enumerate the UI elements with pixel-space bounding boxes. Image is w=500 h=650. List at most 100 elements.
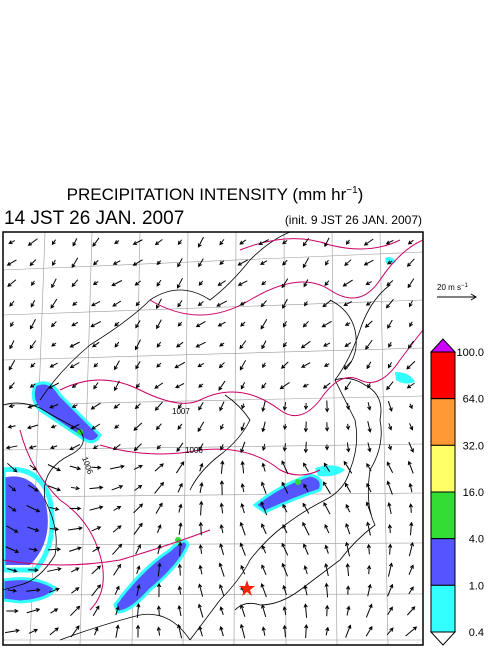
wind-arrow <box>71 383 78 389</box>
wind-arrow <box>218 562 225 577</box>
wind-arrow <box>135 301 141 307</box>
wind-arrow <box>49 445 58 450</box>
wind-arrow <box>364 320 373 328</box>
wind-arrow <box>69 465 82 471</box>
wind-arrow <box>240 321 246 327</box>
wind-arrow <box>199 481 204 494</box>
colorbar-box <box>430 538 456 586</box>
wind-arrow <box>367 421 372 433</box>
wind-arrow <box>199 500 204 516</box>
wind-arrow <box>240 564 246 575</box>
wind-arrow <box>240 441 246 454</box>
wind-arrow <box>51 342 57 347</box>
wind-arrow <box>198 564 203 575</box>
wind-arrow <box>322 382 331 389</box>
wind-arrow <box>303 565 308 575</box>
wind-arrow <box>177 604 182 617</box>
wind-arrow <box>405 626 418 637</box>
wind-arrow <box>136 603 141 618</box>
wind-arrow <box>344 381 352 391</box>
wind-arrow <box>367 383 372 389</box>
wind-arrow <box>133 522 143 535</box>
wind-arrow <box>134 339 141 351</box>
wind-arrow <box>114 341 120 348</box>
wind-arrow <box>282 503 288 513</box>
wind-arrow <box>47 464 61 472</box>
wind-arrow <box>323 462 331 472</box>
wind-arrow <box>113 505 122 511</box>
wind-arrow <box>261 421 266 433</box>
wind-arrow <box>176 277 183 289</box>
wind-arrow <box>89 505 104 511</box>
wind-arrow <box>303 483 309 492</box>
wind-arrow <box>302 257 310 269</box>
wind-arrow <box>387 444 392 451</box>
wind-arrow <box>323 363 330 367</box>
isobar-label: 1007 <box>172 407 190 416</box>
wind-arrow <box>239 542 246 556</box>
wind-arrow <box>303 441 308 454</box>
wind-arrow <box>69 444 81 451</box>
wind-arrow <box>7 568 18 573</box>
wind-arrow <box>28 567 39 573</box>
wind-arrow <box>112 300 122 307</box>
wind-arrow <box>177 300 183 308</box>
wind-arrow <box>385 298 394 309</box>
wind-arrow <box>135 543 141 555</box>
wind-arrow <box>261 281 267 286</box>
wind-arrow <box>197 362 205 368</box>
wind-arrow <box>218 362 225 369</box>
wind-arrow <box>387 502 392 515</box>
wind-arrow <box>281 278 289 289</box>
wind-arrow <box>6 259 17 266</box>
wind-arrow <box>154 481 165 494</box>
wind-arrow <box>367 442 372 453</box>
wind-arrow <box>72 238 78 247</box>
wind-arrow <box>241 403 246 410</box>
wind-arrow <box>9 340 15 350</box>
wind-arrow <box>325 626 330 636</box>
wind-arrow <box>115 605 120 616</box>
title-close: ) <box>358 185 364 204</box>
coastline <box>329 299 357 371</box>
wind-arrow <box>136 584 141 596</box>
wind-arrow <box>260 260 268 265</box>
isobar-label: 1006 <box>185 446 203 455</box>
wind-arrow <box>177 563 182 576</box>
wind-arrow <box>365 501 372 515</box>
wind-arrow <box>283 321 287 328</box>
wind-arrow <box>195 320 206 328</box>
wind-arrow <box>10 321 14 328</box>
wind-arrow <box>93 382 99 390</box>
wind-arrow <box>282 443 287 452</box>
isobar <box>99 444 321 476</box>
wind-arrow <box>280 361 289 369</box>
wind-arrow <box>92 237 100 247</box>
wind-arrow <box>303 584 308 596</box>
colorbar-label: 1.0 <box>469 580 484 592</box>
wind-arrow <box>407 278 415 289</box>
colorbar-label: 16.0 <box>463 487 484 499</box>
wind-arrow <box>8 240 16 245</box>
wind-arrow <box>386 280 394 287</box>
wind-arrow <box>9 300 15 307</box>
wind-arrow <box>239 340 247 350</box>
wind-arrow <box>133 443 142 452</box>
wind-arrow <box>114 585 120 595</box>
wind-arrow <box>261 340 267 350</box>
coastline <box>189 394 251 491</box>
colorbar-label: 32.0 <box>463 440 484 452</box>
scale-text: 20 m s <box>437 283 461 292</box>
wind-arrow <box>135 320 141 329</box>
wind-arrow <box>135 361 141 370</box>
wind-arrow <box>110 464 125 470</box>
wind-arrow <box>324 562 329 577</box>
wind-arrow <box>303 462 309 473</box>
wind-arrow <box>281 562 288 577</box>
wind-arrow <box>113 403 120 409</box>
title-sup: −1 <box>346 185 358 196</box>
wind-arrow <box>219 625 224 637</box>
wind-arrow <box>302 502 310 514</box>
wind-arrow <box>344 342 352 348</box>
wind-arrow <box>261 564 267 576</box>
